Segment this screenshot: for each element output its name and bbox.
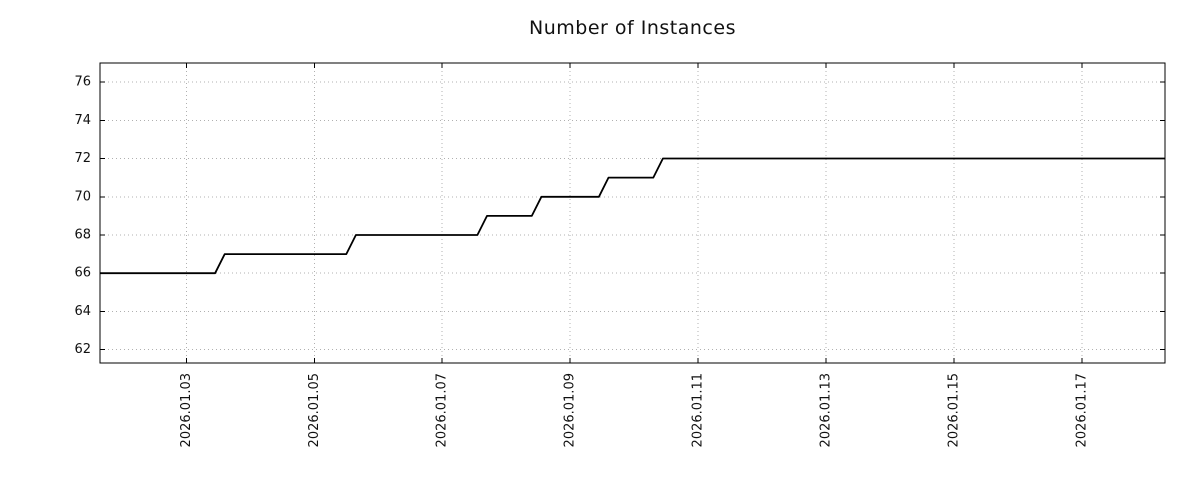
- y-axis-tick-labels: 62 64 66 68 70 72 74 76: [74, 75, 91, 358]
- y-tick-label: 70: [74, 189, 91, 204]
- x-tick-label: 2026.01.03: [179, 373, 194, 447]
- x-tick-label: 2026.01.11: [691, 373, 706, 447]
- x-tick-label: 2026.01.17: [1074, 373, 1089, 447]
- y-tick-label: 68: [74, 227, 91, 242]
- x-tick-label: 2026.01.05: [307, 373, 322, 447]
- x-tick-label: 2026.01.09: [563, 373, 578, 447]
- y-tick-label: 64: [74, 304, 91, 319]
- series-line: [100, 157, 1165, 275]
- chart-title: Number of Instances: [529, 17, 736, 39]
- y-tick-label: 66: [74, 266, 91, 281]
- plot-grid: [100, 63, 1165, 363]
- plot-border: [99, 62, 1166, 364]
- x-tick-label: 2026.01.07: [435, 373, 450, 447]
- axis-ticks: [100, 63, 1165, 363]
- x-axis-tick-labels: 2026.01.03 2026.01.05 2026.01.07 2026.01.09…: [179, 373, 1089, 447]
- y-tick-label: 72: [74, 151, 91, 166]
- y-tick-label: 62: [74, 342, 91, 357]
- x-tick-label: 2026.01.13: [818, 373, 833, 447]
- y-tick-label: 74: [74, 113, 91, 128]
- x-tick-label: 2026.01.15: [946, 373, 961, 447]
- y-tick-label: 76: [74, 75, 91, 90]
